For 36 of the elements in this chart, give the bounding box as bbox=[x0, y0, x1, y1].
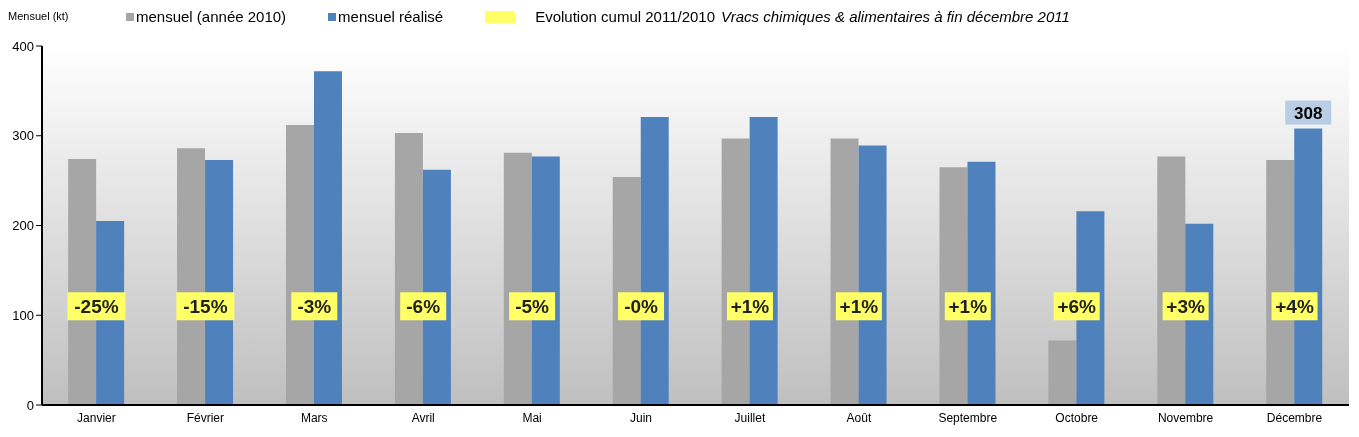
x-tick-label: Novembre bbox=[1157, 410, 1214, 425]
y-tick-label: 0 bbox=[26, 397, 34, 413]
annotation: -15% bbox=[183, 296, 228, 318]
x-tick-label: Février bbox=[186, 410, 225, 425]
x-tick-label: Juillet bbox=[734, 410, 766, 425]
x-tick-label: Septembre bbox=[938, 410, 998, 425]
legend-label: mensuel (année 2010) bbox=[135, 8, 287, 25]
data-label: 308 bbox=[1294, 103, 1323, 123]
annotation: -5% bbox=[515, 296, 550, 318]
x-tick-label: Août bbox=[846, 410, 872, 425]
x-tick-label: Décembre bbox=[1266, 410, 1323, 425]
annotation: -25% bbox=[74, 296, 119, 318]
annotation: +4% bbox=[1275, 296, 1314, 318]
x-tick-label: Avril bbox=[411, 410, 435, 425]
annotation: +1% bbox=[730, 296, 770, 318]
annotation: +1% bbox=[948, 296, 988, 318]
x-tick-label: Octobre bbox=[1055, 410, 1099, 425]
text: Evolution cumul 2011/2010 bbox=[534, 8, 716, 25]
annotation: -3% bbox=[297, 296, 332, 318]
y-tick-label: 400 bbox=[12, 38, 34, 54]
x-tick-label: Mai bbox=[522, 410, 542, 425]
x-tick-label: Mars bbox=[300, 410, 328, 425]
annotation: +1% bbox=[839, 296, 879, 318]
y-tick-label: 200 bbox=[12, 218, 34, 234]
legend-label: mensuel réalisé bbox=[337, 8, 444, 25]
y-axis-title: Mensuel (kt) bbox=[8, 10, 69, 22]
annotation: +3% bbox=[1166, 296, 1206, 318]
x-tick-label: Juin bbox=[630, 410, 653, 425]
y-tick-label: 100 bbox=[12, 307, 34, 323]
annotation: -0% bbox=[624, 296, 659, 318]
x-tick-label: Janvier bbox=[77, 410, 116, 425]
annotation: +6% bbox=[1057, 296, 1097, 318]
chart-title: Vracs chimiques & alimentaires à fin décembre 2011 bbox=[721, 8, 1070, 25]
annotation: -6% bbox=[406, 296, 441, 318]
bar bbox=[1048, 340, 1077, 405]
y-tick-label: 300 bbox=[12, 128, 34, 144]
